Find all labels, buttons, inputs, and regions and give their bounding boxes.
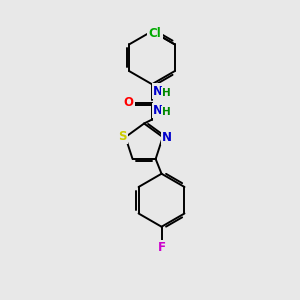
Text: H: H [162, 107, 171, 117]
Text: S: S [118, 130, 127, 142]
Text: H: H [162, 88, 171, 98]
Text: O: O [123, 96, 134, 109]
Text: N: N [153, 104, 163, 117]
Text: Cl: Cl [148, 27, 161, 40]
Text: F: F [158, 241, 166, 254]
Text: N: N [162, 130, 172, 144]
Text: N: N [153, 85, 163, 98]
